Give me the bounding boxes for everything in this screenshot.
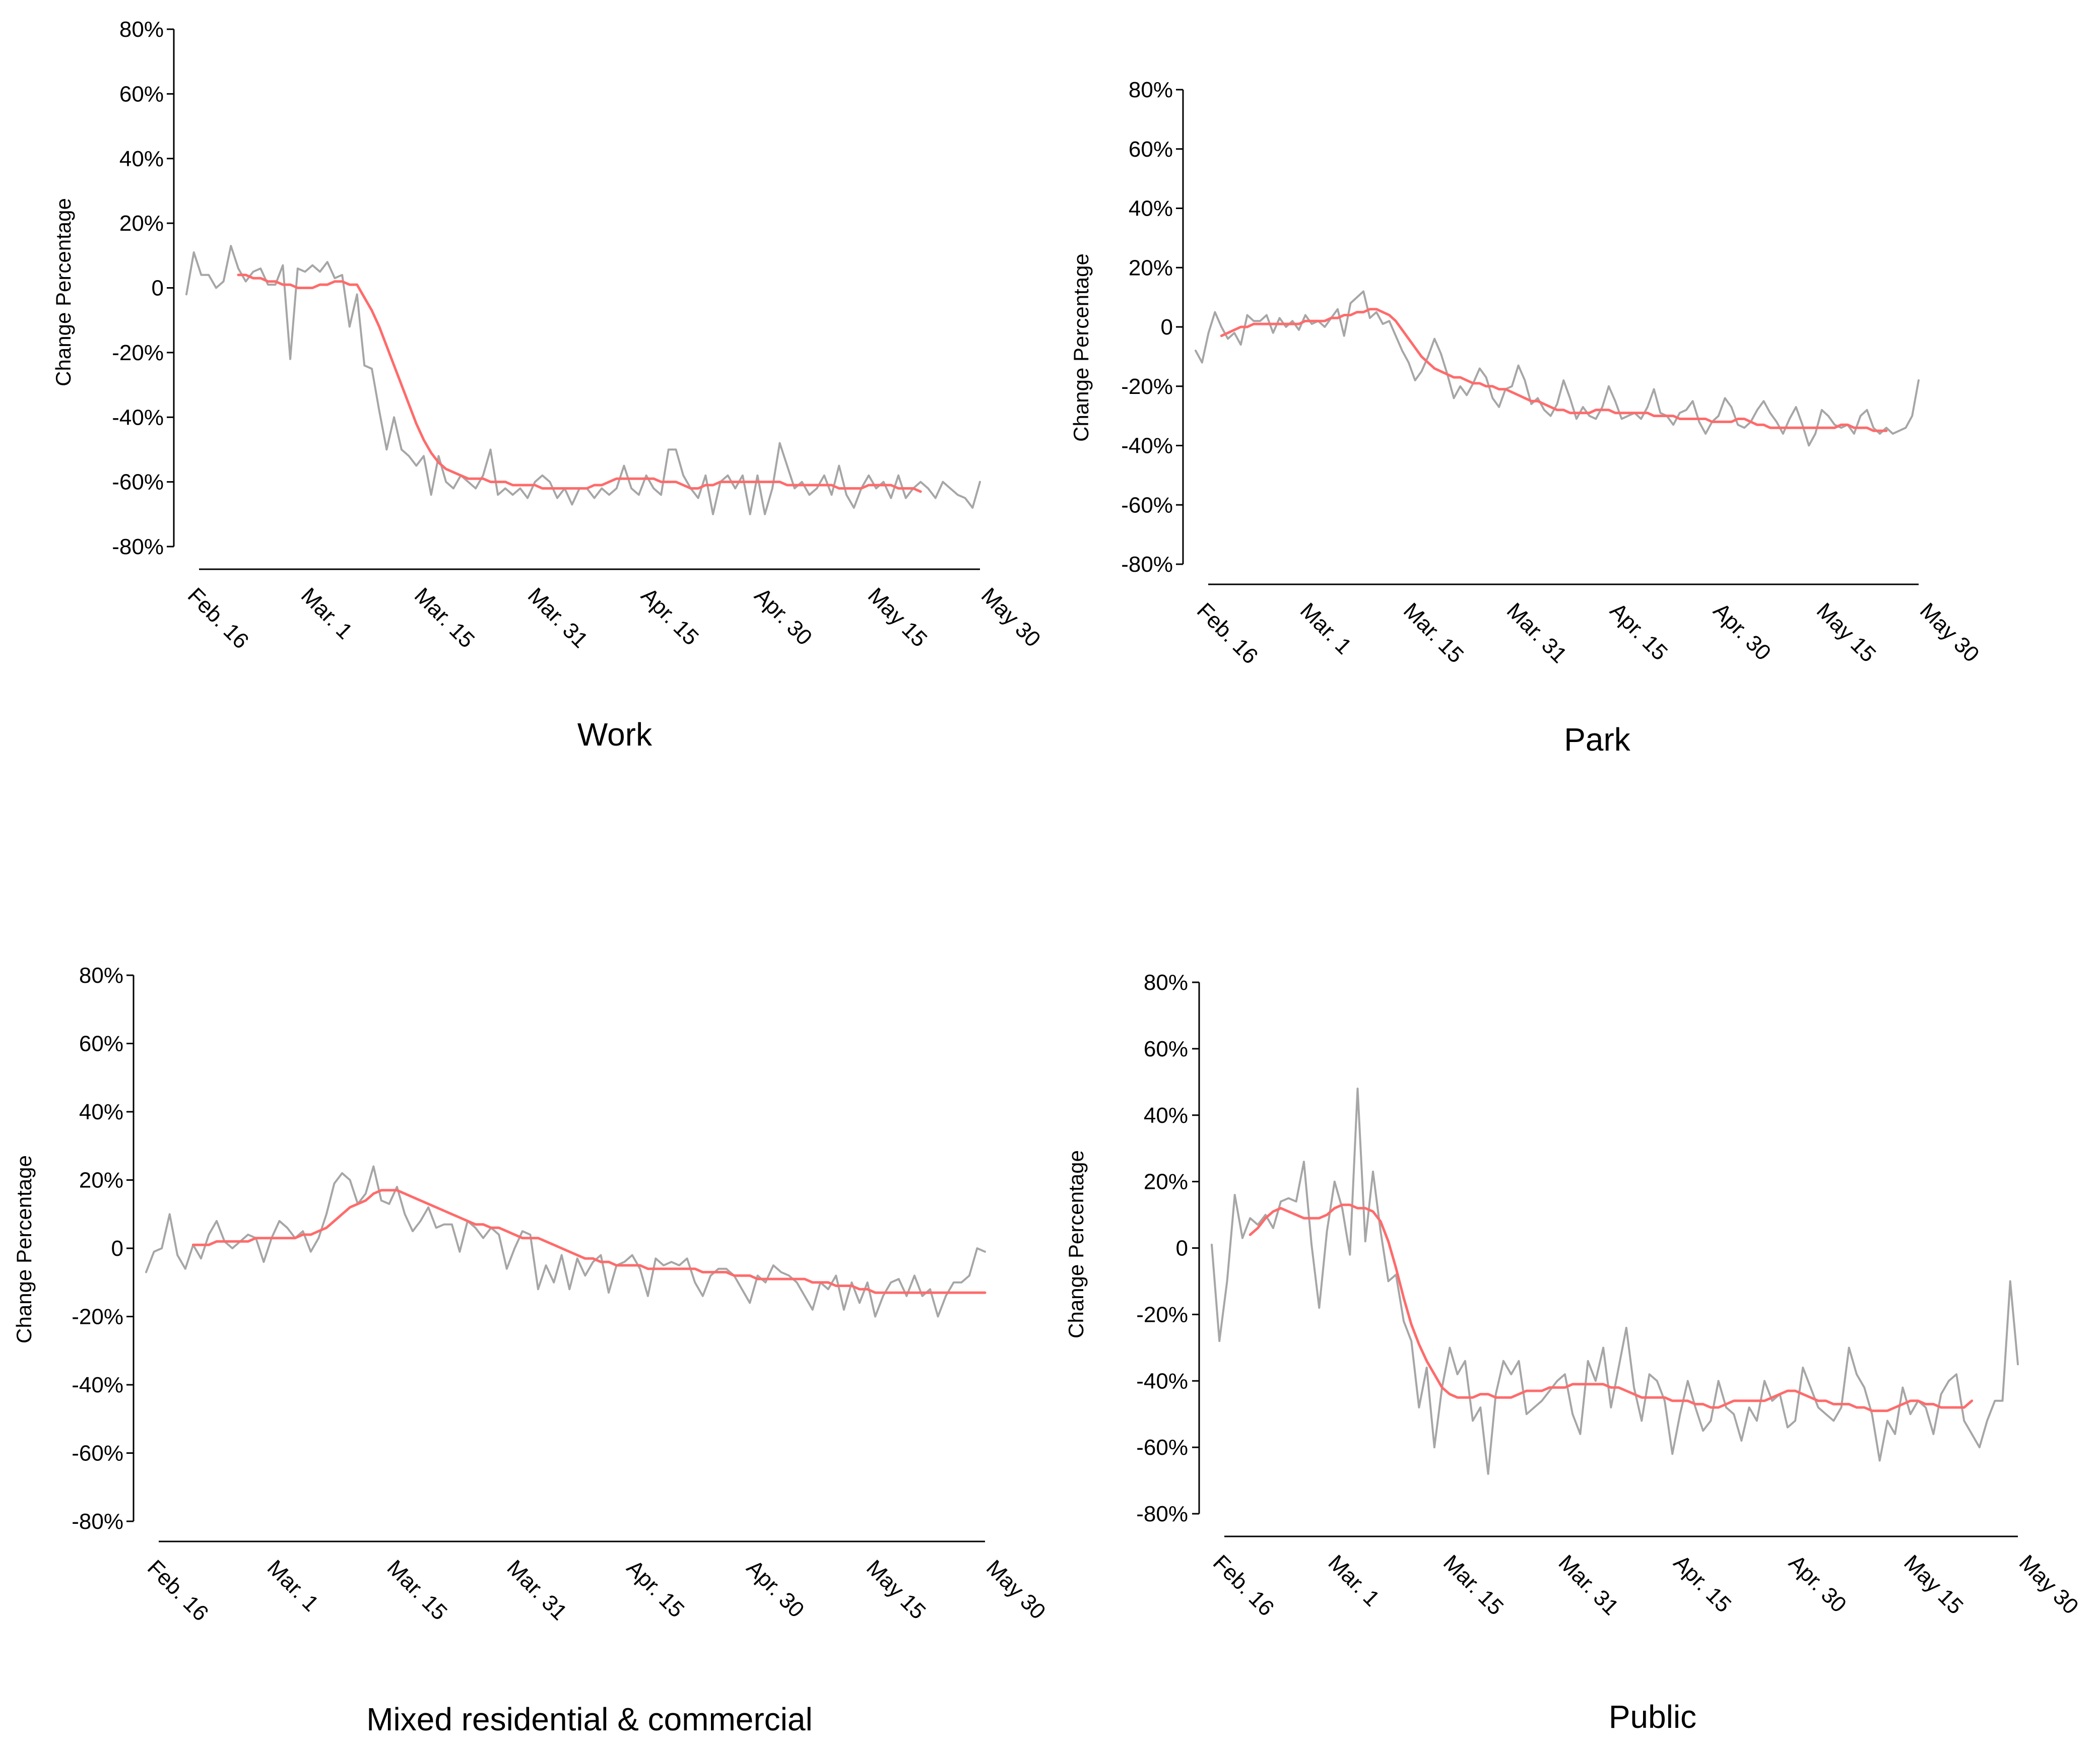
y-tick-label: 40%: [119, 147, 164, 171]
x-tick-label: Apr. 30: [1784, 1550, 1851, 1617]
chart-title: Mixed residential & commercial: [366, 1701, 813, 1737]
panel-mixed-residential-commercial: Mixed residential & commercial Change Pe…: [12, 963, 1051, 1737]
y-axis-label: Change Percentage: [12, 1155, 36, 1343]
y-tick-label: -60%: [1136, 1435, 1188, 1460]
y-axis-label: Change Percentage: [1069, 253, 1093, 442]
x-tick-label: Mar. 15: [1438, 1550, 1508, 1620]
x-tick-label: Mar. 31: [1554, 1550, 1623, 1620]
series-line-moving-average: [1220, 308, 1888, 432]
y-tick-label: -20%: [72, 1305, 123, 1329]
x-tick-label: Mar. 1: [296, 583, 357, 644]
y-tick-label: 60%: [119, 82, 164, 106]
y-tick-label: 0: [111, 1236, 123, 1261]
series-line-daily: [1211, 1088, 2019, 1475]
series-line-moving-average: [191, 1189, 987, 1294]
y-tick-label: 40%: [1144, 1103, 1188, 1128]
x-tick-label: Apr. 15: [1605, 598, 1672, 665]
x-tick-label: Apr. 30: [1709, 598, 1776, 665]
panel-park: Park Change Percentage 80% 60% 40% 20% 0 -20%…: [1069, 78, 1984, 758]
y-tick-label: -60%: [1121, 493, 1173, 517]
y-tick-label: -20%: [1121, 374, 1173, 399]
y-tick-label: -80%: [72, 1509, 123, 1534]
y-tick-label: 80%: [1129, 78, 1173, 102]
series-line-daily: [185, 245, 981, 515]
y-tick-label: 20%: [1129, 255, 1173, 280]
y-tick-label: 60%: [1129, 137, 1173, 162]
x-tick-label: Mar. 31: [502, 1555, 572, 1625]
x-tick-label: Apr. 30: [750, 583, 817, 650]
y-tick-label: 20%: [119, 211, 164, 236]
x-tick-label: Mar. 15: [410, 583, 479, 652]
y-tick-label: -80%: [1136, 1502, 1188, 1526]
y-axis-label: Change Percentage: [1064, 1150, 1088, 1338]
y-tick-label: -60%: [112, 470, 164, 495]
x-tick-label: Mar. 15: [382, 1555, 452, 1625]
x-tick-label: May 15: [863, 583, 932, 652]
y-tick-label: 40%: [79, 1100, 123, 1124]
x-tick-label: May 30: [2014, 1550, 2083, 1619]
x-tick-label: Apr. 15: [1669, 1550, 1736, 1617]
x-tick-label: May 15: [1812, 598, 1881, 667]
x-tick-label: Mar. 1: [262, 1555, 323, 1616]
y-tick-label: -20%: [1136, 1302, 1188, 1327]
y-tick-label: 0: [152, 276, 164, 301]
y-tick-label: -40%: [72, 1373, 123, 1397]
x-tick-label: Feb. 16: [1192, 598, 1263, 668]
y-tick-label: -40%: [1136, 1369, 1188, 1393]
x-tick-label: Mar. 15: [1399, 598, 1468, 667]
x-tick-label: Apr. 15: [622, 1555, 689, 1622]
y-tick-label: -20%: [112, 341, 164, 365]
x-tick-label: Feb. 16: [1208, 1550, 1279, 1621]
chart-title: Public: [1609, 1699, 1696, 1735]
y-axis-label: Change Percentage: [51, 198, 75, 386]
y-tick-label: -80%: [112, 534, 164, 559]
series-line-daily: [1195, 290, 1920, 447]
y-tick-label: 0: [1161, 315, 1173, 340]
x-tick-label: Mar. 1: [1324, 1550, 1385, 1611]
x-tick-label: Feb. 16: [183, 583, 253, 653]
chart-title: Park: [1564, 721, 1631, 758]
series-line-moving-average: [1249, 1203, 1974, 1413]
series-line-moving-average: [237, 274, 922, 493]
x-tick-label: Feb. 16: [143, 1555, 213, 1626]
x-tick-label: Mar. 31: [523, 583, 593, 652]
y-tick-label: 60%: [1144, 1037, 1188, 1061]
x-tick-label: May 15: [862, 1555, 931, 1624]
y-tick-label: 0: [1176, 1236, 1188, 1261]
y-tick-label: -40%: [1121, 434, 1173, 458]
y-tick-label: 20%: [1144, 1170, 1188, 1194]
y-tick-label: 80%: [79, 963, 123, 988]
y-tick-label: 40%: [1129, 196, 1173, 221]
y-tick-label: 20%: [79, 1168, 123, 1193]
series-line-daily: [145, 1165, 986, 1318]
panel-work: Work Change Percentage 80% 60% 40% 20% 0 -20%…: [51, 17, 1045, 753]
x-tick-label: May 30: [981, 1555, 1051, 1624]
panel-public: Public Change Percentage 80% 60% 40% 20% 0 -2…: [1064, 970, 2083, 1735]
y-tick-label: -80%: [1121, 552, 1173, 577]
y-tick-label: 80%: [119, 17, 164, 42]
y-tick-label: 80%: [1144, 970, 1188, 995]
chart-title: Work: [577, 716, 652, 753]
y-tick-label: 60%: [79, 1032, 123, 1056]
y-tick-label: -60%: [72, 1441, 123, 1466]
x-tick-label: Apr. 30: [742, 1555, 809, 1622]
x-tick-label: Apr. 15: [636, 583, 703, 650]
x-tick-label: May 30: [1915, 598, 1984, 667]
x-tick-label: Mar. 31: [1502, 598, 1571, 667]
x-tick-label: May 30: [976, 583, 1045, 652]
x-tick-label: May 15: [1899, 1550, 1968, 1619]
x-tick-label: Mar. 1: [1295, 598, 1356, 659]
y-tick-label: -40%: [112, 405, 164, 430]
